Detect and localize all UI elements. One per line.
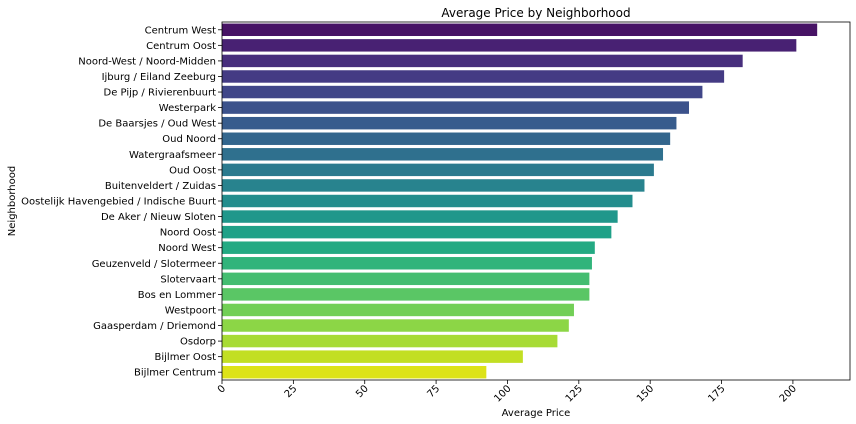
y-tick-label: De Aker / Nieuw Sloten [101, 212, 216, 223]
y-tick-label: Buitenveldert / Zuidas [105, 181, 216, 192]
bar [222, 116, 677, 130]
y-tick-label: Oud Noord [162, 134, 216, 145]
bar [222, 210, 618, 223]
y-tick-label: Watergraafsmeer [129, 150, 217, 161]
x-tick-label: 0 [216, 383, 228, 395]
y-tick-label: Noord Oost [160, 228, 216, 239]
bar [222, 365, 487, 379]
y-tick-label: Centrum Oost [146, 41, 216, 52]
bar [222, 288, 590, 301]
bar [222, 194, 633, 208]
y-tick-label: Osdorp [180, 337, 216, 348]
y-tick-label: Slotervaart [160, 274, 216, 285]
bar [222, 179, 645, 192]
bar [222, 225, 612, 239]
bar [222, 163, 654, 177]
y-tick-label: Westerpark [159, 103, 216, 114]
bar [222, 148, 664, 161]
bar [222, 241, 595, 254]
y-tick-label: Oostelijk Havengebied / Indische Buurt [21, 197, 216, 208]
x-tick-label: 200 [778, 383, 799, 404]
y-tick-label: De Baarsjes / Oud West [98, 119, 216, 130]
x-tick-label: 150 [635, 383, 656, 404]
y-tick-label: Noord West [158, 243, 216, 254]
y-tick-label: De Pijp / Rivierenbuurt [104, 88, 217, 99]
y-tick-label: Centrum West [145, 25, 216, 36]
y-tick-label: Oud Oost [169, 165, 216, 176]
y-axis: Centrum West Centrum Oost Noord-West / Noo… [21, 25, 222, 379]
bar [222, 257, 592, 270]
y-tick-label: Geuzenveld / Slotermeer [92, 259, 217, 270]
x-tick-label: 25 [283, 383, 300, 400]
x-tick-label: 100 [492, 383, 513, 404]
y-tick-label: Noord-West / Noord-Midden [78, 56, 216, 67]
bar [222, 334, 558, 348]
y-tick-label: Ijburg / Eiland Zeeburg [102, 72, 216, 83]
bar [222, 54, 743, 68]
axes-frame [221, 21, 851, 381]
bar [222, 303, 574, 317]
y-tick-label: Bijlmer Oost [155, 352, 217, 363]
bar [222, 319, 569, 332]
x-tick-label: 50 [354, 383, 371, 400]
x-tick-label: 75 [425, 383, 442, 400]
y-axis-label: Neighborhood [7, 166, 18, 236]
x-axis: 0 25 50 75 100 125 150 175 200 [216, 380, 799, 405]
bar [222, 350, 523, 363]
bar [222, 39, 797, 52]
y-tick-label: Bijlmer Centrum [134, 368, 216, 379]
y-tick-label: Bos en Lommer [138, 290, 217, 301]
y-tick-label: Westpoort [165, 305, 216, 316]
x-axis-label: Average Price [502, 408, 571, 419]
bar [222, 85, 703, 99]
bar [222, 132, 671, 145]
bar [222, 23, 818, 37]
x-tick-label: 125 [564, 383, 585, 404]
y-tick-label: Gaasperdam / Driemond [93, 321, 216, 332]
bar [222, 70, 725, 83]
x-tick-label: 175 [706, 383, 727, 404]
bar [222, 101, 690, 114]
chart-title: Average Price by Neighborhood [441, 6, 630, 20]
plot-frame [221, 21, 851, 381]
bars-layer [222, 23, 818, 379]
bar [222, 272, 590, 286]
